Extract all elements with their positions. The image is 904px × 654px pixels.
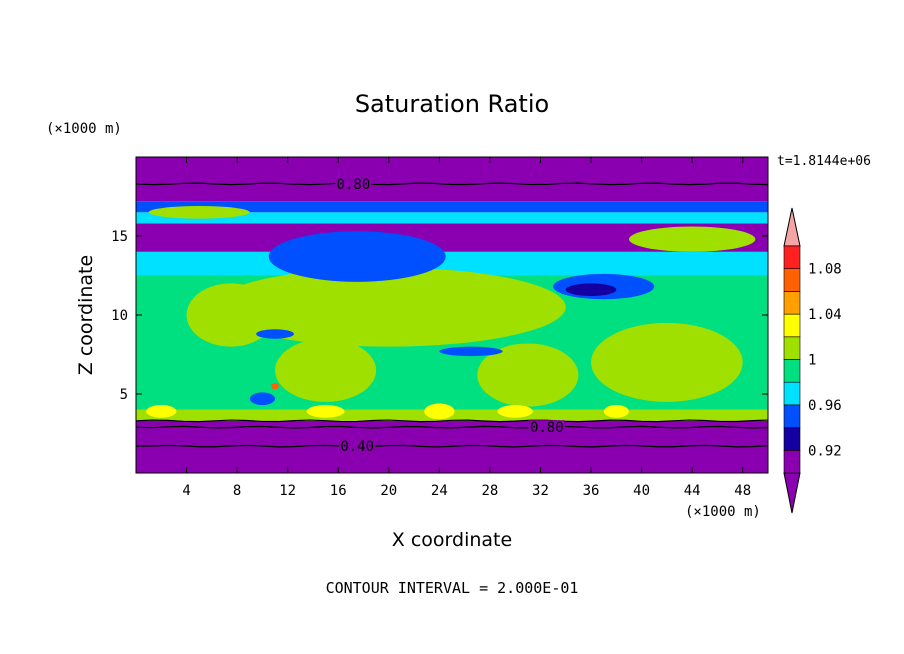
x-tick-label: 20 [380,483,397,499]
contour-label-bg-2 [339,439,376,454]
chart-title: Saturation Ratio [355,90,549,118]
colorbar-swatch-4 [783,359,801,383]
x-tick-label: 48 [734,483,751,499]
field-region-11 [256,329,294,339]
contour-line-0 [136,182,768,186]
field-region-1 [186,283,276,347]
contour-label-bg-1 [528,420,565,435]
y-unit-label: (×1000 m) [46,121,122,137]
colorbar-swatch-5 [783,336,801,360]
field-region-8 [268,231,446,282]
field-region-18 [249,392,276,406]
field-region-14 [306,405,345,418]
colorbar: 0.92 0.96 1 1.04 1.08 [783,207,842,514]
colorbar-swatch-9 [783,245,801,270]
saturation-field [136,157,768,473]
x-tick-label: 36 [583,483,600,499]
field-region-10 [565,283,617,297]
colorbar-tick-label: 1.08 [808,262,842,278]
y-axis-ticks: 5 10 15 [111,229,768,403]
contour-label-0: 0.80 [337,177,371,193]
field-region-2 [591,322,743,402]
field-band-6 [136,201,768,213]
colorbar-over-triangle [783,207,801,247]
field-region-17 [603,405,629,418]
colorbar-swatch-2 [783,404,801,428]
colorbar-swatch-0 [783,449,801,474]
x-tick-label: 32 [532,483,549,499]
colorbar-under-triangle [783,472,801,514]
colorbar-swatch-8 [783,268,801,292]
y-axis-label: Z coordinate [75,255,97,375]
field-region-6 [148,205,250,219]
field-region-0 [211,267,566,347]
contour-line-3 [136,419,768,423]
contour-labels: 0.80 0.80 0.40 [335,176,565,455]
x-axis-ticks: 4 8 12 16 20 24 28 32 36 40 44 48 [182,157,751,499]
field-region-15 [424,403,455,420]
field-region-13 [146,405,177,418]
x-tick-label: 12 [279,483,296,499]
field-region-12 [439,346,503,357]
field-band-5 [136,212,768,224]
colorbar-swatch-3 [783,381,801,406]
x-unit-label: (×1000 m) [685,504,761,520]
contour-line-2 [136,444,768,448]
field-band-7 [136,157,768,202]
field-region-3 [477,343,579,407]
field-region-16 [497,405,533,418]
time-label: t=1.8144e+06 [777,154,871,169]
y-tick-label: 10 [111,308,128,324]
x-tick-label: 44 [684,483,701,499]
colorbar-tick-label: 1.04 [808,307,842,323]
colorbar-swatch-7 [783,291,801,315]
x-tick-label: 8 [233,483,241,499]
contour-interval-footer: CONTOUR INTERVAL = 2.000E-01 [326,579,579,597]
colorbar-tick-label: 0.92 [808,443,842,459]
x-tick-label: 24 [431,483,448,499]
x-tick-label: 4 [182,483,190,499]
colorbar-tick-label: 0.96 [808,398,842,414]
contour-label-1: 0.80 [530,420,564,436]
field-region-4 [275,338,377,402]
colorbar-swatch-6 [783,313,801,338]
contour-line-1 [136,425,768,429]
x-tick-label: 40 [633,483,650,499]
y-tick-label: 15 [111,229,128,245]
x-tick-label: 28 [481,483,498,499]
contour-label-2: 0.40 [340,439,374,455]
x-tick-label: 16 [330,483,347,499]
field-region-5 [628,226,756,252]
colorbar-tick-label: 1 [808,353,816,369]
y-tick-label: 5 [120,387,128,403]
contour-label-bg-0 [335,176,372,191]
field-region-19 [271,382,279,390]
x-axis-label: X coordinate [392,529,512,551]
colorbar-swatch-1 [783,427,801,451]
